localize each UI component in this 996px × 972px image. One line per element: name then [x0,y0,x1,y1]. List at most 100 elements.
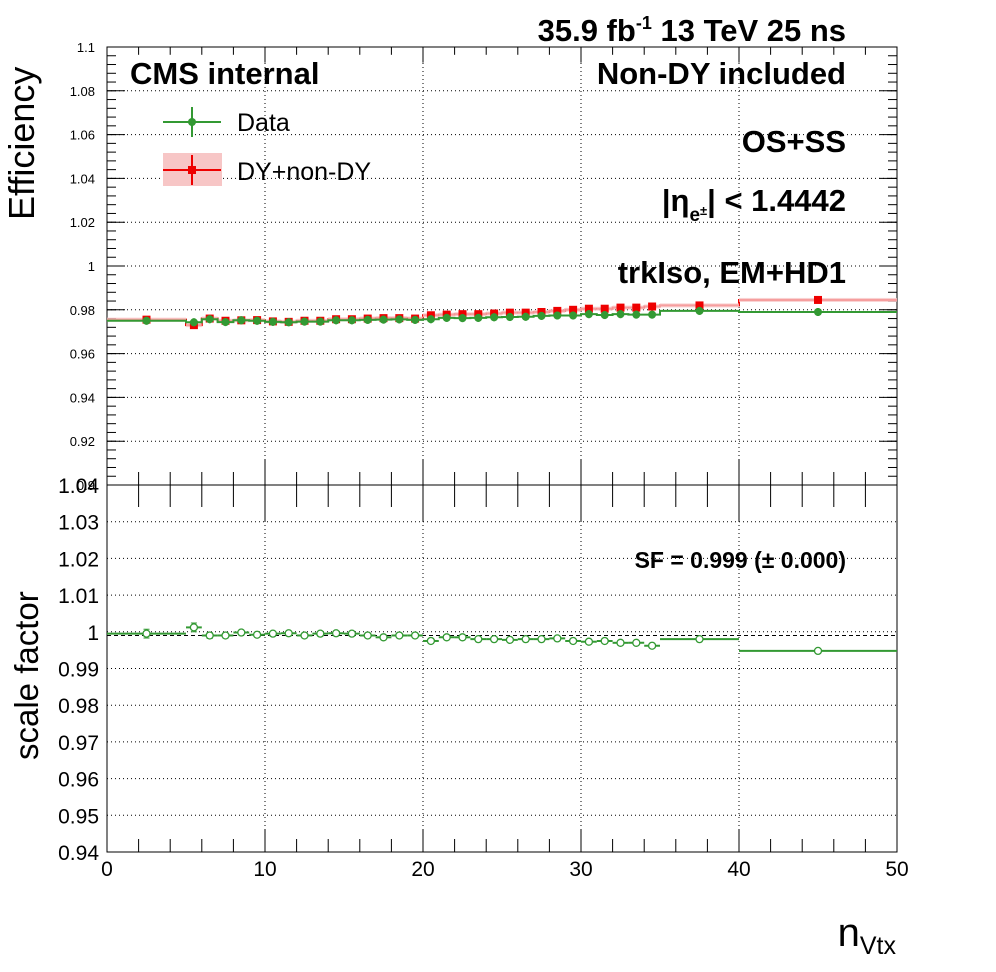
top-y-tick-label: 1.08 [70,84,95,99]
sf-point [521,634,530,644]
sf-point [695,634,704,644]
data-point [521,312,530,321]
data-point [553,311,562,320]
data-point [569,311,578,320]
charge-label: OS+SS [742,124,846,159]
sf-summary-label: SF = 0.999 (± 0.000) [635,547,846,573]
sf-point [142,629,151,638]
data-point [332,316,341,325]
top-y-tick-label: 1 [88,259,95,274]
bottom-x-tick-label: 50 [885,858,908,881]
data-point [300,317,309,326]
bottom-y-tick-label: 0.95 [58,805,99,828]
top-y-axis-title: Efficiency [1,67,42,220]
data-point [395,315,404,324]
top-y-tick-label: 0.98 [70,303,95,318]
legend-data-marker [163,107,221,137]
mc-point [584,304,593,313]
bottom-y-tick-label: 1.02 [58,548,99,571]
top-y-tick-label: 0.9 [77,478,95,493]
mc-point [505,308,514,317]
top-y-tick-label: 1.1 [77,40,95,55]
data-point [284,318,293,327]
mc-point [569,305,578,314]
sf-point [395,631,404,640]
sf-point [426,636,436,646]
sf-point [379,633,388,642]
bottom-y-tick-label: 1.04 [58,475,99,498]
data-point [268,317,277,326]
data-point [474,313,483,322]
bottom-y-tick-label: 0.99 [58,659,99,682]
mc-point [521,308,530,317]
bottom-x-tick-label: 0 [101,858,113,881]
eta-cut-label: |ηe±| < 1.4442 [662,183,846,226]
data-point [426,315,435,324]
sf-point [813,646,823,656]
sf-point [537,634,546,644]
data-point [189,318,198,327]
bottom-y-tick-label: 0.98 [58,695,99,718]
bottom-panel-frame [106,484,898,853]
bottom-y-tick-label: 0.97 [58,732,99,755]
legend-mc-label: DY+non-DY [237,158,371,186]
sf-point [647,641,657,650]
sf-point [189,623,199,632]
bottom-y-tick-label: 1.03 [58,512,99,535]
sf-point [268,629,278,638]
bottom-y-tick-label: 0.96 [58,769,99,792]
bottom-y-tick-label: 1 [87,622,99,645]
bottom-y-tick-label: 1.01 [58,585,99,608]
top-y-tick-label: 1.02 [70,215,95,230]
data-point [505,313,514,322]
sf-point [632,638,641,647]
mc-point [616,303,625,312]
sf-point [363,631,372,640]
sf-point [584,637,594,646]
sf-point [237,628,246,637]
data-point [458,314,467,323]
sf-point [205,631,214,640]
bottom-x-tick-label: 10 [253,858,276,881]
x-axis-title: nVtx [838,911,897,960]
data-point [632,310,641,319]
sf-point [284,629,293,638]
selection-label: trkIso, EM+HD1 [618,255,846,290]
sf-point [458,633,467,642]
data-point [237,316,246,325]
data-point [490,313,499,322]
sf-point [600,636,609,646]
mc-point [553,306,562,315]
sf-point [252,630,262,639]
top-y-tick-label: 1.04 [70,171,95,186]
sf-point [442,633,451,642]
bottom-grid [107,485,897,852]
top-y-tick-label: 0.94 [70,390,95,405]
bottom-y-tick-label: 0.94 [58,842,99,865]
mc-point [600,304,609,313]
bottom-x-tick-label: 20 [411,858,434,881]
experiment-label: CMS internal [130,56,319,91]
data-point [253,316,262,325]
data-point [411,315,420,324]
sf-point [331,629,341,638]
sf-point [300,631,309,640]
sf-point [410,631,420,640]
sf-point [474,634,483,644]
top-y-tick-label: 0.92 [70,434,95,449]
data-point [221,318,230,327]
mc-point [648,302,657,311]
data-point [442,313,451,322]
data-point [205,315,214,324]
sf-point [568,636,578,646]
legend-mc-marker [163,153,222,186]
data-point [379,315,388,324]
data-point [695,306,704,315]
data-point [347,316,356,325]
sample-label: Non-DY included [597,56,846,91]
mc-point [632,303,641,312]
bottom-plot-area [107,622,897,656]
sf-point [489,634,499,644]
data-point [814,307,822,316]
